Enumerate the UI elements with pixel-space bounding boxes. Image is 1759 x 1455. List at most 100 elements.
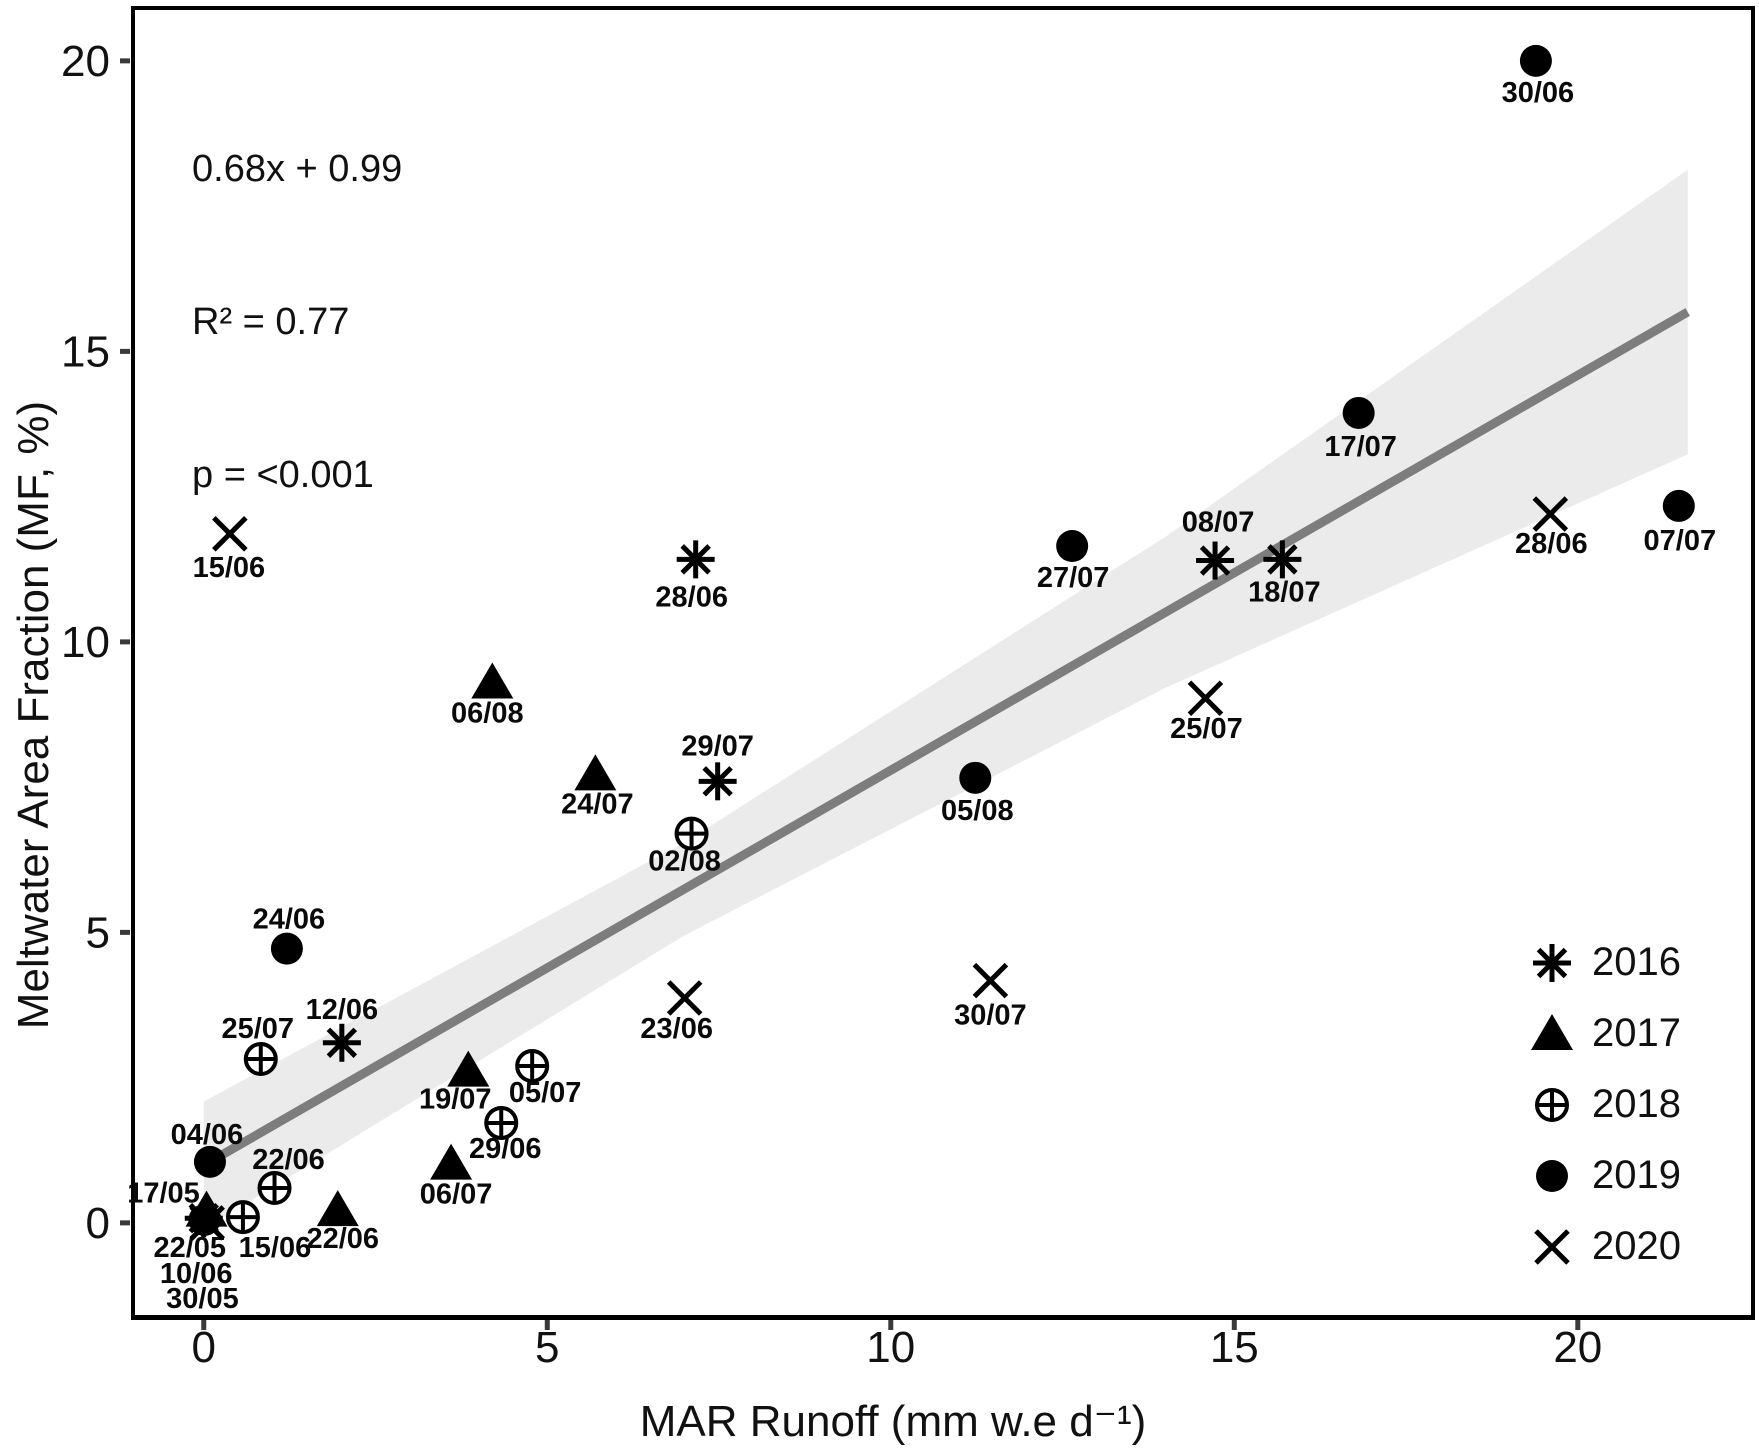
regression-r-squared: R² = 0.77 — [192, 301, 350, 343]
x-tick-label: 20 — [1553, 1323, 1602, 1372]
asterisk-marker — [698, 762, 737, 801]
point-2020-28-06: 28/06 — [1515, 496, 1588, 560]
point-2018-02-08: 02/08 — [648, 816, 721, 878]
circle-plus-icon — [1535, 1087, 1569, 1122]
point-2016-12-06: 12/06 — [306, 994, 379, 1062]
circle-shape — [1519, 44, 1552, 77]
point-2020-10-06: 10/06 — [160, 1205, 233, 1290]
x-marker — [1187, 680, 1224, 716]
asterisk-marker — [1263, 540, 1302, 579]
circle-shape — [270, 932, 303, 965]
point-label: 12/06 — [306, 994, 379, 1026]
x-tick-label: 0 — [192, 1323, 216, 1372]
point-label: 27/07 — [1037, 562, 1110, 594]
legend-item-label: 2017 — [1592, 1011, 1681, 1055]
circle-marker — [1519, 44, 1552, 77]
x-marker — [189, 1205, 225, 1241]
point-label: 22/05 — [153, 1232, 226, 1264]
marker-stroke — [1187, 680, 1224, 716]
x-marker — [972, 962, 1009, 999]
legend-item-label: 2019 — [1592, 1153, 1681, 1197]
circle-shape — [1056, 530, 1089, 563]
point-2017-06-07: 06/07 — [420, 1143, 493, 1211]
circle-plus-marker — [243, 1042, 278, 1077]
x-tick-label: 15 — [1210, 1323, 1259, 1372]
regression-equation: 0.68x + 0.99 — [192, 148, 403, 190]
legend-item-2019: 2019 — [1528, 1140, 1681, 1211]
circle-marker — [270, 932, 303, 965]
point-2016-18-07: 18/07 — [1248, 540, 1321, 608]
point-label: 28/06 — [655, 581, 728, 613]
legend-item-label: 2020 — [1592, 1224, 1681, 1268]
x-axis-tick — [544, 1320, 550, 1330]
y-tick-label: 10 — [61, 618, 110, 667]
point-2018-15-06: 15/06 — [225, 1200, 312, 1264]
marker-stroke — [680, 544, 711, 575]
point-label: 06/08 — [451, 698, 524, 730]
circle-plus-marker — [484, 1105, 519, 1140]
triangle-marker — [430, 1143, 473, 1180]
circle-marker — [193, 1145, 226, 1178]
point-label: 15/06 — [239, 1232, 312, 1264]
point-label: 18/07 — [1248, 576, 1321, 608]
point-2017-06-08: 06/08 — [451, 662, 524, 730]
legend: 2016 2017 2018 2019 2020 — [1528, 927, 1681, 1282]
y-tick-label: 0 — [86, 1199, 110, 1248]
point-label: 05/08 — [941, 795, 1014, 827]
point-2017-24-07: 24/07 — [561, 754, 634, 820]
point-2020-23-06: 23/06 — [640, 980, 713, 1045]
x-tick-label: 5 — [535, 1323, 559, 1372]
triangle-marker — [316, 1190, 359, 1227]
marker-stroke — [1267, 544, 1298, 575]
point-2019-17-07: 17/07 — [1324, 396, 1397, 463]
y-axis-tick — [120, 348, 130, 354]
triangle-icon — [1531, 1013, 1573, 1050]
asterisk-marker — [322, 1023, 361, 1062]
x-axis-tick — [1231, 1320, 1237, 1330]
point-2019-24-06: 24/06 — [253, 904, 325, 965]
point-2018-05-07: 05/07 — [509, 1049, 581, 1109]
point-2018-22-06: 22/06 — [252, 1144, 325, 1206]
point-label: 17/05 — [127, 1178, 200, 1210]
point-label: 08/07 — [1182, 507, 1255, 539]
circle-plus-marker — [674, 816, 709, 851]
circle-marker — [1342, 396, 1375, 429]
circle-shape — [959, 761, 992, 794]
point-2019-27-07: 27/07 — [1037, 530, 1110, 594]
x-tick-label: 10 — [866, 1323, 915, 1372]
legend-item-2018: 2018 — [1528, 1069, 1681, 1140]
point-label: 29/07 — [681, 730, 754, 762]
point-label: 22/06 — [306, 1223, 379, 1255]
point-label: 10/06 — [160, 1258, 233, 1290]
point-label: 25/07 — [221, 1013, 294, 1045]
point-label: 06/07 — [420, 1179, 493, 1211]
triangle-shape — [430, 1143, 473, 1180]
point-label: 30/06 — [1502, 77, 1575, 109]
marker-stroke — [1532, 496, 1569, 532]
point-label: 30/05 — [166, 1283, 239, 1315]
point-2016-29-07: 29/07 — [681, 730, 754, 801]
circle-icon — [1536, 1159, 1568, 1192]
point-label: 17/07 — [1324, 431, 1397, 463]
regression-annotation: 0.68x + 0.99 R² = 0.77 p = <0.001 — [192, 42, 402, 603]
point-label: 22/06 — [252, 1144, 325, 1176]
point-label: 04/06 — [171, 1119, 244, 1151]
triangle-shape — [447, 1050, 490, 1087]
point-2020-30-07: 30/07 — [954, 962, 1027, 1032]
circle-plus-marker — [257, 1171, 292, 1206]
triangle-shape — [574, 754, 617, 791]
circle-plus-marker — [225, 1200, 260, 1235]
point-2019-30-06: 30/06 — [1502, 44, 1575, 109]
point-label: 28/06 — [1515, 528, 1588, 560]
circle-shape — [1662, 489, 1695, 522]
circle-plus-marker — [515, 1049, 550, 1084]
circle-marker — [959, 761, 992, 794]
regression-p-value: p = <0.001 — [192, 454, 374, 496]
point-label: 30/07 — [954, 1000, 1027, 1032]
circle-shape — [193, 1145, 226, 1178]
y-axis-tick — [120, 639, 130, 645]
confidence-band — [203, 169, 1688, 1230]
legend-item-2016: 2016 — [1528, 927, 1681, 998]
